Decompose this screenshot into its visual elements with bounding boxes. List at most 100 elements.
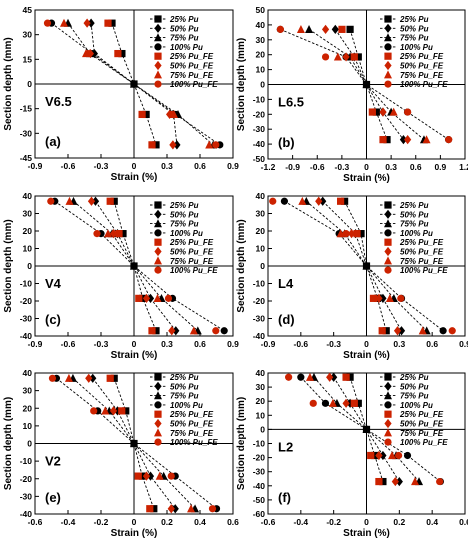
- data-point-fe: [114, 49, 122, 58]
- data-point-experimental: [354, 53, 362, 61]
- x-tick-label: 0.4: [194, 517, 206, 527]
- data-point-fe: [84, 49, 92, 58]
- x-tick-label: -0.9: [28, 339, 43, 349]
- legend-marker: [154, 246, 162, 257]
- legend-entry: 75% Pu_FE: [170, 71, 214, 80]
- data-point-fe: [395, 451, 403, 460]
- data-point-experimental: [319, 196, 327, 206]
- x-tick-label: -0.6: [310, 162, 325, 172]
- series-line: [113, 378, 155, 509]
- y-tick-label: -15: [20, 104, 33, 114]
- x-axis-title: Strain (%): [111, 172, 158, 183]
- data-point-fe: [298, 196, 307, 205]
- x-tick-label: 0.3: [393, 339, 405, 349]
- legend-entry: 50% Pu_FE: [170, 420, 214, 429]
- legend-entry: 50% Pu: [170, 382, 199, 391]
- legend-entry: 100% Pu_FE: [170, 438, 218, 447]
- x-tick-label: -0.3: [326, 339, 341, 349]
- data-point-experimental: [152, 141, 160, 149]
- data-point-fe: [375, 477, 383, 486]
- data-point-experimental: [399, 135, 408, 145]
- legend-marker: [154, 391, 162, 400]
- panel-e: -0.6 -0.4 -0.2 0 0.2 0.4 0.6 -40 -30 -20 -10 0 10 20 3…: [3, 368, 239, 539]
- x-tick-label: 0: [364, 339, 369, 349]
- data-point-fe: [48, 374, 57, 382]
- data-point-fe: [164, 294, 173, 302]
- data-point-fe: [375, 450, 383, 461]
- x-tick-label: -0.6: [294, 339, 309, 349]
- x-axis-title: Strain (%): [111, 528, 158, 539]
- data-point-fe: [85, 373, 93, 383]
- data-point-fe: [64, 373, 73, 382]
- x-tick-label: 0: [364, 162, 369, 172]
- panel-f: -0.6 -0.4 -0.2 0 0.2 0.4 0.6 -60 -50 -40 -30 -20 -10…: [236, 368, 468, 539]
- data-point-fe: [418, 326, 427, 335]
- data-point-experimental: [130, 439, 138, 448]
- data-point-fe: [269, 197, 277, 205]
- data-point-experimental: [362, 425, 371, 433]
- y-tick-label: 50: [256, 5, 266, 15]
- y-tick-label: -20: [253, 296, 266, 306]
- x-tick-label: 0.9: [434, 162, 446, 172]
- panel-c: -0.9 -0.6 -0.3 0 0.3 0.6 0.9 -40 -30 -20 -10 0 10 20 3…: [3, 191, 239, 361]
- data-point-fe: [138, 110, 146, 119]
- data-point-experimental: [139, 294, 147, 302]
- y-tick-label: 20: [256, 226, 266, 236]
- y-tick-label: 10: [256, 65, 266, 75]
- data-point-fe: [342, 230, 350, 238]
- y-tick-label: -10: [253, 94, 266, 104]
- y-tick-label: 40: [256, 20, 266, 30]
- data-point-experimental: [280, 197, 289, 205]
- legend-entry: 50% Pu_FE: [400, 248, 444, 257]
- legend-marker: [384, 60, 392, 71]
- data-point-fe: [106, 197, 114, 205]
- data-point-fe: [60, 18, 68, 27]
- legend-entry: 75% Pu: [400, 392, 429, 401]
- x-tick-label: -0.6: [28, 517, 43, 527]
- data-point-experimental: [150, 505, 158, 513]
- legend-entry: 50% Pu_FE: [170, 248, 214, 257]
- y-tick-label: -30: [20, 314, 33, 324]
- y-tick-label: 30: [256, 35, 266, 45]
- legend-entry: 75% Pu: [400, 34, 429, 43]
- data-point-experimental: [321, 399, 330, 407]
- legend-marker: [154, 43, 162, 51]
- data-point-fe: [388, 451, 397, 460]
- legend-marker: [384, 428, 392, 437]
- legend-marker: [154, 410, 162, 418]
- legend-entry: 75% Pu: [400, 220, 429, 229]
- data-point-experimental: [357, 230, 365, 238]
- legend-marker: [384, 229, 392, 237]
- y-tick-label: -20: [253, 453, 266, 463]
- legend-marker: [154, 70, 162, 79]
- specimen-label: L6.5: [278, 95, 304, 110]
- data-point-fe: [385, 293, 394, 302]
- y-tick-label: 20: [256, 396, 266, 406]
- data-point-experimental: [297, 373, 305, 381]
- data-point-fe: [109, 229, 118, 239]
- y-tick-label: -10: [20, 279, 33, 289]
- y-tick-label: -10: [253, 279, 266, 289]
- y-tick-label: 20: [23, 403, 33, 413]
- data-point-experimental: [89, 373, 97, 383]
- data-point-fe: [411, 477, 420, 486]
- data-point-fe: [43, 19, 52, 27]
- legend-marker: [384, 238, 392, 246]
- data-point-fe: [47, 197, 55, 205]
- x-tick-label: -0.4: [294, 517, 309, 527]
- x-tick-label: 0: [364, 517, 369, 527]
- legend-entry: 25% Pu_FE: [169, 238, 214, 247]
- data-point-fe: [436, 477, 444, 486]
- legend-marker: [154, 238, 162, 246]
- panel-label: (e): [45, 490, 61, 505]
- data-point-experimental: [330, 372, 338, 382]
- x-tick-label: 0.6: [426, 339, 438, 349]
- data-point-fe: [167, 504, 175, 514]
- y-tick-label: 30: [23, 30, 33, 40]
- data-point-experimental: [331, 24, 339, 34]
- legend-marker: [384, 373, 392, 381]
- data-point-fe: [135, 294, 143, 302]
- data-point-fe: [326, 372, 334, 382]
- y-tick-label: 10: [256, 410, 266, 420]
- data-point-experimental: [87, 18, 95, 28]
